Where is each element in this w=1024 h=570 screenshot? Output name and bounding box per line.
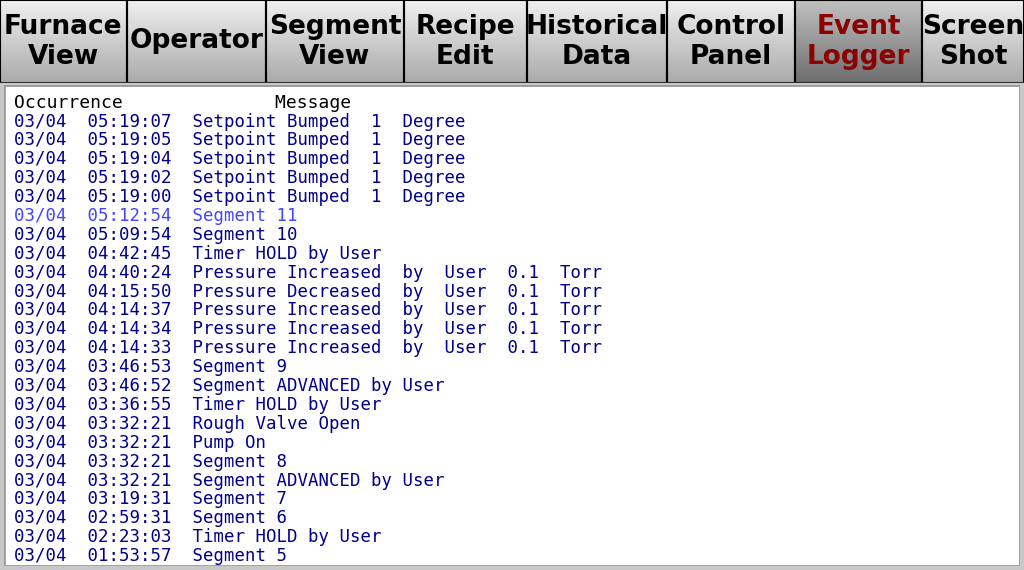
Text: 03/04  03:46:52  Segment ADVANCED by User: 03/04 03:46:52 Segment ADVANCED by User xyxy=(14,377,444,395)
Text: 03/04  04:14:34  Pressure Increased  by  User  0.1  Torr: 03/04 04:14:34 Pressure Increased by Use… xyxy=(14,320,602,339)
Text: Occurrence              Message: Occurrence Message xyxy=(14,93,351,112)
Bar xyxy=(266,0,403,83)
Bar xyxy=(922,0,1024,83)
Text: Screen
Shot: Screen Shot xyxy=(922,14,1024,70)
Text: 03/04  03:32:21  Segment 8: 03/04 03:32:21 Segment 8 xyxy=(14,453,287,471)
Text: 03/04  02:23:03  Timer HOLD by User: 03/04 02:23:03 Timer HOLD by User xyxy=(14,528,382,546)
Text: Operator: Operator xyxy=(129,28,263,55)
Bar xyxy=(0,0,127,83)
Text: 03/04  03:32:21  Pump On: 03/04 03:32:21 Pump On xyxy=(14,434,266,452)
Text: Segment
View: Segment View xyxy=(268,14,401,70)
Text: 03/04  04:14:33  Pressure Increased  by  User  0.1  Torr: 03/04 04:14:33 Pressure Increased by Use… xyxy=(14,339,602,357)
Text: Furnace
View: Furnace View xyxy=(4,14,123,70)
Text: 03/04  03:32:21  Segment ADVANCED by User: 03/04 03:32:21 Segment ADVANCED by User xyxy=(14,471,444,490)
Text: 03/04  05:09:54  Segment 10: 03/04 05:09:54 Segment 10 xyxy=(14,226,298,244)
Bar xyxy=(796,0,922,83)
Text: 03/04  05:19:04  Setpoint Bumped  1  Degree: 03/04 05:19:04 Setpoint Bumped 1 Degree xyxy=(14,150,466,168)
Text: Control
Panel: Control Panel xyxy=(677,14,785,70)
Text: 03/04  03:32:21  Rough Valve Open: 03/04 03:32:21 Rough Valve Open xyxy=(14,415,360,433)
Text: 03/04  04:42:45  Timer HOLD by User: 03/04 04:42:45 Timer HOLD by User xyxy=(14,245,382,263)
Bar xyxy=(403,0,527,83)
Text: 03/04  05:19:05  Setpoint Bumped  1  Degree: 03/04 05:19:05 Setpoint Bumped 1 Degree xyxy=(14,132,466,149)
Text: 03/04  05:19:02  Setpoint Bumped  1  Degree: 03/04 05:19:02 Setpoint Bumped 1 Degree xyxy=(14,169,466,187)
Text: 03/04  03:36:55  Timer HOLD by User: 03/04 03:36:55 Timer HOLD by User xyxy=(14,396,382,414)
Bar xyxy=(127,0,266,83)
Text: 03/04  01:53:57  Segment 5: 03/04 01:53:57 Segment 5 xyxy=(14,547,287,565)
Text: 03/04  05:19:00  Setpoint Bumped  1  Degree: 03/04 05:19:00 Setpoint Bumped 1 Degree xyxy=(14,188,466,206)
Text: 03/04  04:15:50  Pressure Decreased  by  User  0.1  Torr: 03/04 04:15:50 Pressure Decreased by Use… xyxy=(14,283,602,300)
Text: Recipe
Edit: Recipe Edit xyxy=(416,14,515,70)
Text: 03/04  04:40:24  Pressure Increased  by  User  0.1  Torr: 03/04 04:40:24 Pressure Increased by Use… xyxy=(14,264,602,282)
Text: Event
Logger: Event Logger xyxy=(807,14,910,70)
Text: 03/04  03:19:31  Segment 7: 03/04 03:19:31 Segment 7 xyxy=(14,490,287,508)
Bar xyxy=(667,0,796,83)
Text: 03/04  02:59:31  Segment 6: 03/04 02:59:31 Segment 6 xyxy=(14,510,287,527)
Text: 03/04  04:14:37  Pressure Increased  by  User  0.1  Torr: 03/04 04:14:37 Pressure Increased by Use… xyxy=(14,302,602,320)
Text: Historical
Data: Historical Data xyxy=(525,14,668,70)
Text: 03/04  05:12:54  Segment 11: 03/04 05:12:54 Segment 11 xyxy=(14,207,298,225)
Text: 03/04  05:19:07  Setpoint Bumped  1  Degree: 03/04 05:19:07 Setpoint Bumped 1 Degree xyxy=(14,112,466,131)
Text: 03/04  03:46:53  Segment 9: 03/04 03:46:53 Segment 9 xyxy=(14,358,287,376)
Bar xyxy=(527,0,667,83)
